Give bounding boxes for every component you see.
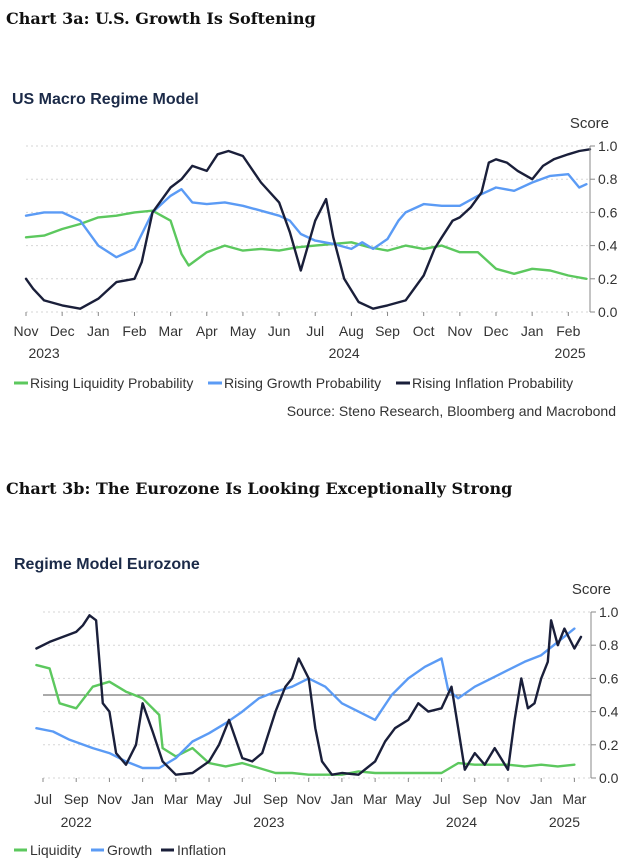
series-line-inflation <box>35 614 583 776</box>
x-tick-label: Jul <box>233 791 251 807</box>
year-label: 2022 <box>61 814 92 830</box>
series-line-rising-liquidity-probability <box>24 209 588 281</box>
series-line-growth <box>35 627 576 770</box>
y-tick-label: 0.0 <box>598 304 618 320</box>
chart-b-grid <box>43 611 591 779</box>
x-tick-label: Nov <box>14 323 39 339</box>
year-label: 2023 <box>28 345 59 361</box>
chart-b-legend: Liquidity Growth Inflation <box>14 842 226 858</box>
year-label: 2023 <box>253 814 284 830</box>
chart-a-title: US Macro Regime Model <box>12 91 199 108</box>
x-tick-label: Jul <box>433 791 451 807</box>
x-tick-label: Mar <box>363 791 387 807</box>
series-line-rising-inflation-probability <box>24 148 592 310</box>
x-tick-label: Oct <box>413 323 435 339</box>
chart-b: Regime Model Eurozone Score 0.0 0.2 0.4 0.6… <box>14 556 619 858</box>
x-tick-label: Jul <box>34 791 52 807</box>
y-tick-label: 1.0 <box>598 138 618 154</box>
x-tick-label: Mar <box>164 791 188 807</box>
y-tick-label: 0.4 <box>599 704 619 720</box>
year-label: 2024 <box>446 814 477 830</box>
chart-a: US Macro Regime Model Score 0.0 0.2 0.4 0.6… <box>12 91 618 419</box>
year-label: 2025 <box>549 814 580 830</box>
y-tick-label: 1.0 <box>599 604 619 620</box>
x-tick-label: Nov <box>496 791 521 807</box>
x-tick-label: Jan <box>131 791 154 807</box>
x-tick-label: May <box>395 791 421 807</box>
x-tick-label: Dec <box>484 323 509 339</box>
x-tick-label: Jul <box>306 323 324 339</box>
x-tick-label: Dec <box>50 323 75 339</box>
y-tick-label: 0.2 <box>599 737 619 753</box>
chart-a-source: Source: Steno Research, Bloomberg and Ma… <box>287 403 616 419</box>
chart-a-heading: Chart 3a: U.S. Growth Is Softening <box>6 9 316 28</box>
x-tick-label: Sep <box>263 791 288 807</box>
x-tick-label: Sep <box>375 323 400 339</box>
x-tick-label: May <box>196 791 222 807</box>
year-label: 2024 <box>329 345 360 361</box>
chart-a-series-layer <box>24 148 592 310</box>
y-tick-label: 0.0 <box>599 770 619 786</box>
chart-b-x-ticks: Jul Sep Nov Jan Mar May Jul Sep Nov Jan Mar May Jul S… <box>34 778 587 830</box>
legend-label-inflation: Rising Inflation Probability <box>412 375 573 391</box>
x-tick-label: Aug <box>339 323 364 339</box>
x-tick-label: Feb <box>556 323 580 339</box>
chart-a-legend: Rising Liquidity Probability Rising Grow… <box>14 375 573 391</box>
legend-label-liquidity: Liquidity <box>30 842 81 858</box>
chart-b-title: Regime Model Eurozone <box>14 556 200 573</box>
chart-b-y-ticks: 0.0 0.2 0.4 0.6 0.8 1.0 <box>590 604 619 786</box>
legend-label-liquidity: Rising Liquidity Probability <box>30 375 193 391</box>
y-tick-label: 0.4 <box>598 238 618 254</box>
chart-b-series-layer <box>35 614 583 776</box>
x-tick-label: May <box>230 323 256 339</box>
x-tick-label: Nov <box>296 791 321 807</box>
legend-label-inflation: Inflation <box>177 842 226 858</box>
legend-label-growth: Growth <box>107 842 152 858</box>
y-tick-label: 0.8 <box>599 637 619 653</box>
legend-label-growth: Rising Growth Probability <box>224 375 381 391</box>
chart-a-y-label: Score <box>570 115 609 132</box>
x-tick-label: Jan <box>521 323 544 339</box>
y-tick-label: 0.2 <box>598 271 618 287</box>
x-tick-label: Jan <box>87 323 110 339</box>
y-tick-label: 0.8 <box>598 171 618 187</box>
x-tick-label: Nov <box>97 791 122 807</box>
x-tick-label: Nov <box>447 323 472 339</box>
x-tick-label: Jun <box>268 323 291 339</box>
x-tick-label: Mar <box>562 791 586 807</box>
series-line-rising-growth-probability <box>24 172 588 259</box>
x-tick-label: Feb <box>122 323 146 339</box>
chart-b-y-label: Score <box>572 581 611 598</box>
x-tick-label: Mar <box>159 323 183 339</box>
year-label: 2025 <box>555 345 586 361</box>
y-tick-label: 0.6 <box>599 670 619 686</box>
chart-a-y-ticks: 0.0 0.2 0.4 0.6 0.8 1.0 <box>589 138 618 320</box>
x-tick-label: Sep <box>462 791 487 807</box>
y-tick-label: 0.6 <box>598 204 618 220</box>
x-tick-label: Jan <box>530 791 553 807</box>
x-tick-label: Sep <box>64 791 89 807</box>
chart-a-x-ticks: Nov Dec Jan Feb Mar Apr May Jun Jul Aug Sep Oct Nov D… <box>14 312 586 361</box>
chart-b-heading: Chart 3b: The Eurozone Is Looking Except… <box>6 479 513 498</box>
x-tick-label: Apr <box>196 323 218 339</box>
x-tick-label: Jan <box>331 791 354 807</box>
